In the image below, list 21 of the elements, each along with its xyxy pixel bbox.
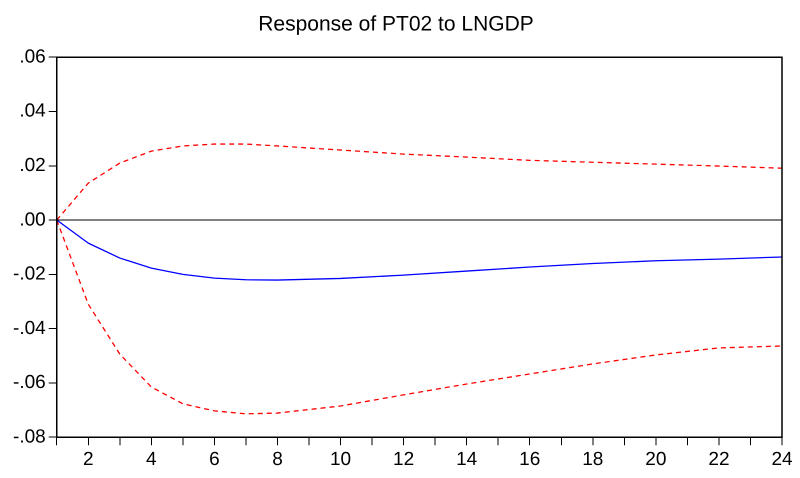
chart-title: Response of PT02 to LNGDP (258, 12, 534, 36)
x-tick-label: 24 (771, 448, 793, 470)
x-tick-label: 10 (330, 448, 352, 470)
y-tick-label: .04 (19, 100, 46, 122)
y-tick-label: .06 (19, 46, 46, 68)
x-tick-label: 14 (456, 448, 478, 470)
y-tick-label: -.08 (12, 426, 46, 448)
y-tick-label: -.02 (12, 264, 46, 285)
y-tick-label: -.06 (12, 372, 46, 394)
x-tick-label: 22 (708, 448, 730, 470)
y-tick-label: -.04 (12, 318, 46, 339)
x-tick-label: 12 (393, 448, 414, 470)
y-tick-label: .00 (19, 209, 46, 230)
x-tick-label: 6 (209, 448, 220, 470)
x-tick-label: 18 (582, 448, 604, 470)
x-tick-label: 20 (645, 448, 666, 470)
x-tick-label: 4 (146, 448, 158, 470)
x-tick-label: 2 (82, 448, 94, 470)
y-tick-label: .02 (19, 155, 46, 176)
x-tick-label: 8 (272, 448, 283, 470)
x-tick-label: 16 (519, 448, 540, 470)
